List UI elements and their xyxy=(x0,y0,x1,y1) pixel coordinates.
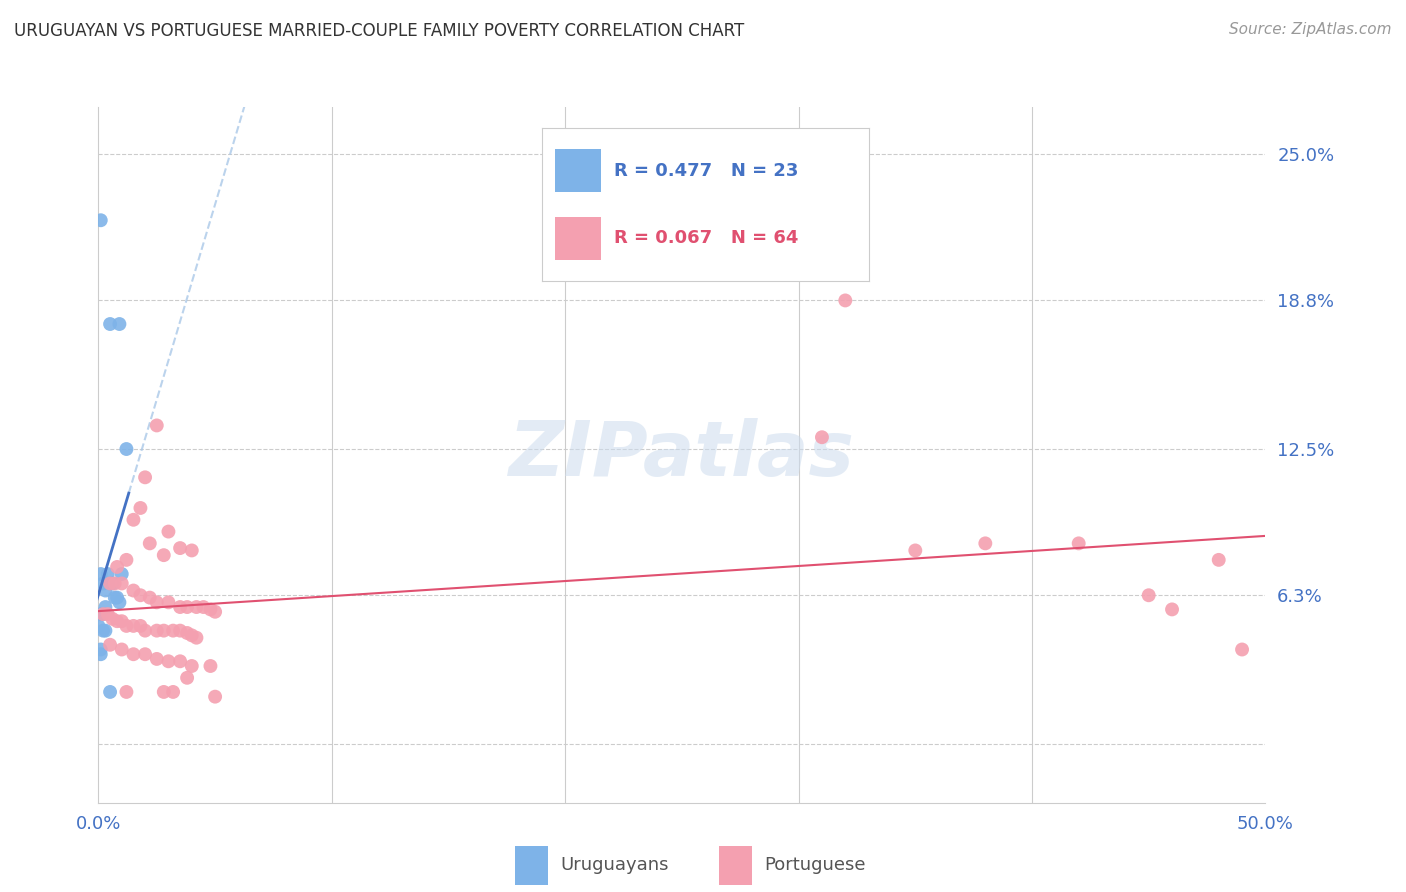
Point xyxy=(1208,553,1230,567)
Point xyxy=(204,690,226,704)
Point xyxy=(129,588,152,602)
Point xyxy=(134,470,156,484)
Point xyxy=(176,671,198,685)
Point xyxy=(129,619,152,633)
Point xyxy=(91,607,114,621)
Point xyxy=(122,513,145,527)
Point xyxy=(1137,588,1160,602)
Point xyxy=(157,524,180,539)
Point xyxy=(129,500,152,515)
Point xyxy=(1067,536,1090,550)
Point xyxy=(98,638,121,652)
Point xyxy=(834,293,856,308)
Point xyxy=(186,600,208,615)
Point xyxy=(91,624,114,638)
Point xyxy=(146,418,169,433)
Point xyxy=(176,626,198,640)
Point xyxy=(146,652,169,666)
Point xyxy=(115,442,138,456)
Point xyxy=(94,624,117,638)
Point xyxy=(104,591,127,605)
Point xyxy=(180,543,202,558)
Point xyxy=(105,614,128,628)
Point xyxy=(1161,602,1184,616)
Point xyxy=(904,543,927,558)
Point xyxy=(157,654,180,668)
Point xyxy=(90,607,112,621)
Point xyxy=(134,624,156,638)
Point xyxy=(115,619,138,633)
Point xyxy=(91,576,114,591)
Text: URUGUAYAN VS PORTUGUESE MARRIED-COUPLE FAMILY POVERTY CORRELATION CHART: URUGUAYAN VS PORTUGUESE MARRIED-COUPLE F… xyxy=(14,22,744,40)
Point xyxy=(134,647,156,661)
Point xyxy=(111,576,134,591)
Point xyxy=(193,600,215,615)
Point xyxy=(1230,642,1253,657)
Point xyxy=(90,647,112,661)
Point xyxy=(91,607,114,621)
Point xyxy=(122,619,145,633)
Point xyxy=(200,602,222,616)
Point xyxy=(176,600,198,615)
Point xyxy=(169,541,191,555)
Point xyxy=(152,548,174,562)
Point xyxy=(101,576,124,591)
Point xyxy=(169,600,191,615)
Point xyxy=(115,553,138,567)
Point xyxy=(186,631,208,645)
Point xyxy=(122,647,145,661)
Point xyxy=(111,642,134,657)
Text: ZIPatlas: ZIPatlas xyxy=(509,418,855,491)
Point xyxy=(115,685,138,699)
Point xyxy=(152,685,174,699)
Point xyxy=(180,628,202,642)
Point xyxy=(97,607,120,621)
Point xyxy=(152,624,174,638)
Point xyxy=(98,576,121,591)
Point xyxy=(104,576,127,591)
Point xyxy=(94,600,117,615)
Point xyxy=(98,685,121,699)
Point xyxy=(90,642,112,657)
Point xyxy=(204,605,226,619)
Point xyxy=(97,567,120,582)
Point xyxy=(157,595,180,609)
Point xyxy=(811,430,834,444)
Point xyxy=(974,536,997,550)
Point xyxy=(98,576,121,591)
Point xyxy=(122,583,145,598)
Text: Source: ZipAtlas.com: Source: ZipAtlas.com xyxy=(1229,22,1392,37)
Point xyxy=(162,685,184,699)
Point xyxy=(90,213,112,227)
Point xyxy=(87,619,110,633)
Point xyxy=(180,659,202,673)
Point xyxy=(108,595,131,609)
Point xyxy=(101,612,124,626)
Point xyxy=(139,591,162,605)
Point xyxy=(146,624,169,638)
Point xyxy=(200,659,222,673)
Point xyxy=(146,595,169,609)
Point xyxy=(90,567,112,582)
Point xyxy=(162,624,184,638)
Point xyxy=(169,654,191,668)
Point xyxy=(105,591,128,605)
Point xyxy=(105,560,128,574)
Point xyxy=(108,317,131,331)
Point xyxy=(94,583,117,598)
Point xyxy=(169,624,191,638)
Point xyxy=(98,317,121,331)
Point xyxy=(111,567,134,582)
Point xyxy=(139,536,162,550)
Point xyxy=(111,614,134,628)
